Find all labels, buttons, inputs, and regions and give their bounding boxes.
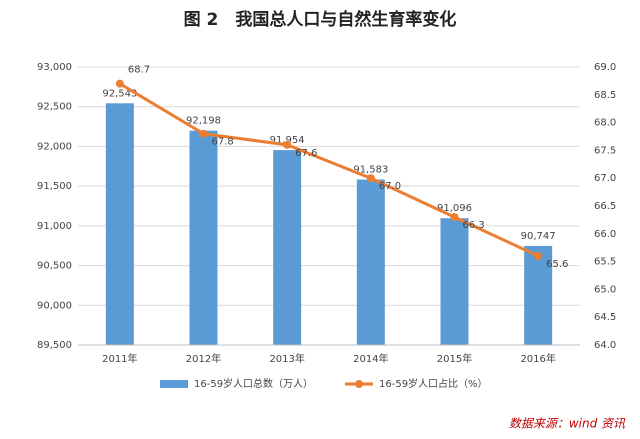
line-value-label: 66.3 <box>463 220 485 231</box>
y-tick-label: 93,000 <box>37 62 72 73</box>
line-point <box>283 140 292 149</box>
bar <box>273 150 302 345</box>
y-tick-label: 89,500 <box>37 340 72 351</box>
y2-tick-label: 64.5 <box>594 312 616 323</box>
bar <box>105 103 134 345</box>
legend-swatch <box>355 380 363 388</box>
bar <box>356 179 385 345</box>
y2-tick-label: 69.0 <box>594 62 616 73</box>
line-point <box>534 252 543 261</box>
y-tick-label: 91,500 <box>37 181 72 192</box>
line-value-label: 67.8 <box>212 137 234 148</box>
line-value-label: 67.0 <box>379 181 401 192</box>
legend-label: 16-59岁人口占比（%） <box>379 377 488 390</box>
line-value-label: 65.6 <box>546 259 568 270</box>
y-tick-label: 90,500 <box>37 261 72 272</box>
bar <box>524 245 553 345</box>
y2-tick-label: 67.5 <box>594 145 616 156</box>
x-tick-label: 2013年 <box>269 352 304 365</box>
y2-tick-label: 68.0 <box>594 118 616 129</box>
legend-swatch <box>160 380 188 388</box>
y2-tick-label: 64.0 <box>594 340 616 351</box>
y-tick-label: 92,000 <box>37 141 72 152</box>
legend-label: 16-59岁人口总数（万人） <box>194 377 313 390</box>
x-tick-label: 2015年 <box>437 352 472 365</box>
line <box>119 82 539 258</box>
x-tick-label: 2014年 <box>353 352 388 365</box>
line-point <box>199 129 208 138</box>
y2-tick-label: 66.5 <box>594 201 616 212</box>
bar <box>189 130 218 345</box>
bar-value-label: 91,954 <box>270 135 305 146</box>
x-tick-label: 2012年 <box>186 352 221 365</box>
source: 数据来源：wind 资讯 <box>509 417 626 431</box>
y-tick-label: 90,000 <box>37 300 72 311</box>
line-value-label: 68.7 <box>128 65 150 76</box>
y2-tick-label: 67.0 <box>594 173 616 184</box>
x-tick-label: 2016年 <box>520 352 555 365</box>
y2-tick-label: 65.5 <box>594 257 616 268</box>
y-tick-label: 92,500 <box>37 102 72 113</box>
bar-value-label: 91,583 <box>353 165 388 176</box>
x-tick-label: 2011年 <box>102 352 137 365</box>
bar-value-label: 92,543 <box>102 88 137 99</box>
y2-tick-label: 68.5 <box>594 90 616 101</box>
bar <box>440 218 469 345</box>
y2-tick-label: 65.0 <box>594 284 616 295</box>
line-point <box>366 174 375 183</box>
chart-title: 图 2 我国总人口与自然生育率变化 <box>184 9 457 30</box>
y2-tick-label: 66.0 <box>594 229 616 240</box>
bar-value-label: 90,747 <box>521 231 556 242</box>
line-point <box>115 79 124 88</box>
bar-value-label: 91,096 <box>437 203 472 214</box>
bar-value-label: 92,198 <box>186 116 221 127</box>
y-tick-label: 91,000 <box>37 221 72 232</box>
line-point <box>450 213 459 222</box>
line-value-label: 67.6 <box>295 148 317 159</box>
